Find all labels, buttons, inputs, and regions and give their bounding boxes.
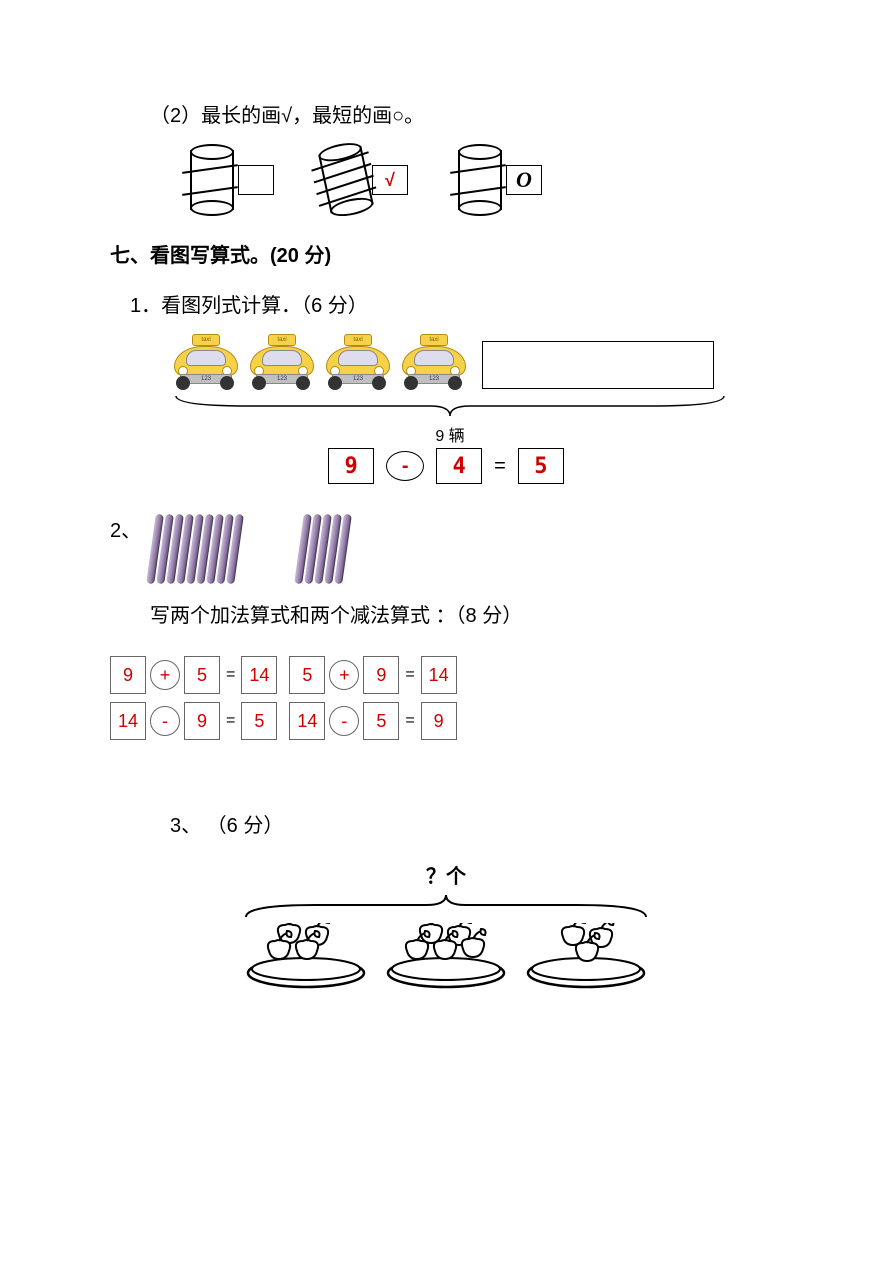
- answer-box[interactable]: 5: [184, 656, 220, 694]
- brace-up-icon: [236, 891, 656, 921]
- equals-sign: =: [405, 712, 414, 730]
- taxi-icon: taxi123: [398, 340, 468, 390]
- taxi-row: taxi123taxi123taxi123taxi123: [170, 340, 730, 390]
- equals-sign: =: [405, 666, 414, 684]
- stick-group: [299, 514, 347, 584]
- four-equations: 9+5=145+9=1414-9=514-5=9: [110, 656, 782, 740]
- taxi-icon: taxi123: [170, 340, 240, 390]
- eq1-b[interactable]: 4: [436, 448, 482, 484]
- eq1-equals: =: [494, 455, 506, 478]
- q7-2-prompt: 写两个加法算式和两个减法算式 ：（8 分）: [150, 600, 782, 632]
- cylinder-3: [458, 150, 498, 210]
- brace-down-icon: [170, 394, 730, 420]
- apple-plate: [241, 923, 371, 993]
- answer-box[interactable]: 5: [289, 656, 325, 694]
- cylinder-1-answer-box[interactable]: [238, 165, 274, 195]
- section-7-heading: 七、看图写算式。(20 分): [110, 240, 782, 272]
- taxi-icon: taxi123: [322, 340, 392, 390]
- q7-1-equation: 9 - 4 = 5: [110, 448, 782, 484]
- apple-brace-label: ？个: [236, 860, 656, 889]
- q7-3-prompt: 3、 （6 分）: [170, 810, 782, 842]
- equation-row: 14-9=514-5=9: [110, 702, 782, 740]
- q2-prompt: （2）最长的画√，最短的画○。: [150, 100, 782, 132]
- answer-box[interactable]: 14: [110, 702, 146, 740]
- sticks-wrap: [151, 514, 347, 584]
- apple-plate: [521, 923, 651, 993]
- operator-box[interactable]: -: [329, 706, 359, 736]
- eq1-op[interactable]: -: [386, 451, 424, 481]
- equation-row: 9+5=145+9=14: [110, 656, 782, 694]
- equals-sign: =: [226, 666, 235, 684]
- answer-box[interactable]: 14: [289, 702, 325, 740]
- operator-box[interactable]: -: [150, 706, 180, 736]
- cylinder-1: [190, 150, 230, 210]
- cylinder-row: √ O: [190, 150, 782, 210]
- eq1-a[interactable]: 9: [328, 448, 374, 484]
- hidden-taxi-box: [482, 341, 714, 389]
- apple-plate: [381, 923, 511, 993]
- q7-2-label: 2、: [110, 514, 141, 543]
- taxi-icon: taxi123: [246, 340, 316, 390]
- answer-box[interactable]: 9: [184, 702, 220, 740]
- answer-box[interactable]: 14: [421, 656, 457, 694]
- answer-box[interactable]: 9: [110, 656, 146, 694]
- cylinder-2-answer-box[interactable]: √: [372, 165, 408, 195]
- equals-sign: =: [226, 712, 235, 730]
- cylinder-2: [318, 146, 370, 213]
- plates-row: [236, 923, 656, 993]
- cylinder-3-answer-box[interactable]: O: [506, 165, 542, 195]
- operator-box[interactable]: +: [150, 660, 180, 690]
- operator-box[interactable]: +: [329, 660, 359, 690]
- answer-box[interactable]: 5: [363, 702, 399, 740]
- answer-box[interactable]: 14: [241, 656, 277, 694]
- brace-label: 9 辆: [170, 422, 730, 446]
- answer-box[interactable]: 9: [363, 656, 399, 694]
- answer-box[interactable]: 5: [241, 702, 277, 740]
- eq1-c[interactable]: 5: [518, 448, 564, 484]
- q7-1-prompt: 1．看图列式计算．（6 分）: [130, 290, 782, 322]
- answer-box[interactable]: 9: [421, 702, 457, 740]
- stick-group: [151, 514, 239, 584]
